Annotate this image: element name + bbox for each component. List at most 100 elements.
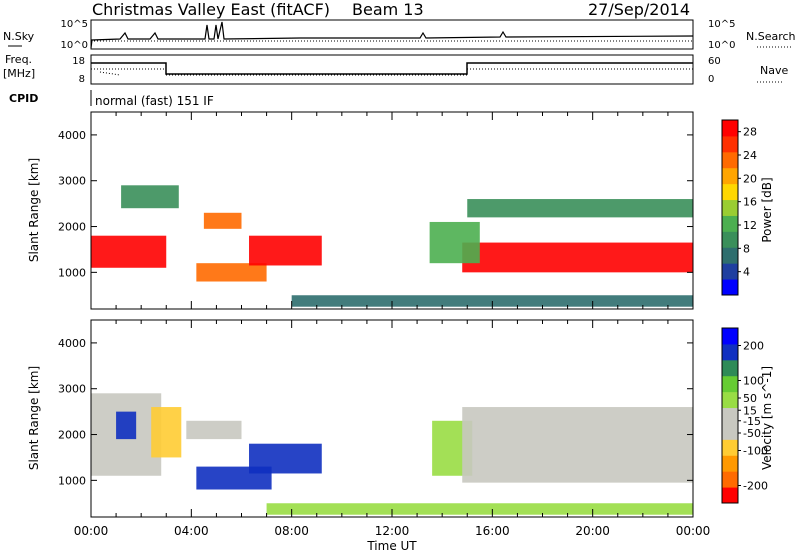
power-colorbar-swatch <box>722 263 738 280</box>
velocity-colorbar-tick-label: 15 <box>743 404 757 417</box>
velocity-panel: 1000 2000 3000 4000 Slant Range [km] 200 100… <box>27 319 774 518</box>
velocity-colorbar-tick-label: -50 <box>743 427 761 440</box>
nsky-label: N.Sky <box>3 30 35 43</box>
power-colorbar-tick-label: 24 <box>743 149 757 162</box>
nsky-panel: N.Sky 10^5 10^0 N.Search 10^5 10^0 <box>3 19 796 51</box>
freq-tick-top: 18 <box>72 56 85 67</box>
velocity-ytick-label: 2000 <box>58 429 86 442</box>
x-axis-label: Time UT <box>366 539 417 553</box>
freq-series <box>91 62 693 75</box>
power-colorbar-swatch <box>722 247 738 264</box>
cpid-label: CPID <box>9 92 38 105</box>
velocity-colorbar-swatch <box>722 375 738 393</box>
velocity-colorbar-tick-label: -100 <box>743 445 768 458</box>
power-colorbar-swatch <box>722 231 738 248</box>
nave-label: Nave <box>760 64 788 77</box>
nsky-tick-top: 10^5 <box>61 19 88 30</box>
velocity-ylabel: Slant Range [km] <box>27 366 41 470</box>
x-tick-label: 08:00 <box>274 524 309 538</box>
power-region <box>91 235 167 268</box>
velocity-colorbar-swatch <box>722 439 738 456</box>
power-colorbar-swatch <box>722 151 738 169</box>
velocity-colorbar-tick-label: -15 <box>743 415 761 428</box>
velocity-colorbar-swatch <box>722 328 738 345</box>
freq-label: Freq. <box>5 53 32 66</box>
x-tick-label: 00:00 <box>676 524 711 538</box>
velocity-colorbar-swatch <box>722 471 738 488</box>
velocity-colorbar-swatch <box>722 487 738 504</box>
power-colorbar-tick-label: 20 <box>743 172 757 185</box>
velocity-colorbar-swatch <box>722 391 738 409</box>
power-panel: 1000 2000 3000 4000 Slant Range [km] 4 8 12 16… <box>27 111 774 310</box>
power-region <box>249 235 322 266</box>
velocity-ytick-label: 3000 <box>58 383 86 396</box>
power-colorbar-tick-label: 4 <box>743 266 750 279</box>
power-colorbar-label: Power [dB] <box>760 177 774 242</box>
power-region <box>121 185 179 209</box>
cpid-panel: CPID normal (fast) 151 IF <box>9 90 214 108</box>
power-region <box>462 242 693 273</box>
velocity-ytick-label: 4000 <box>58 337 86 350</box>
station-title: Christmas Valley East (fitACF) <box>92 0 330 19</box>
velocity-region <box>186 420 242 440</box>
power-ylabel: Slant Range [km] <box>27 158 41 262</box>
power-colorbar-tick-label: 28 <box>743 126 757 139</box>
nave-tick-top: 60 <box>708 56 721 67</box>
x-tick-label: 00:00 <box>74 524 109 538</box>
freq-panel: Freq. [MHz] 18 8 60 0 Nave <box>3 53 788 85</box>
nave-series <box>91 68 693 76</box>
power-colorbar-swatch <box>722 135 738 153</box>
power-region <box>467 199 693 218</box>
velocity-region <box>151 407 182 458</box>
power-region <box>196 263 267 282</box>
velocity-colorbar-tick-label: 200 <box>743 340 764 353</box>
velocity-colorbar-tick-label: 50 <box>743 392 757 405</box>
nsearch-label: N.Search <box>746 30 796 43</box>
power-region <box>429 221 480 264</box>
x-tick-label: 20:00 <box>575 524 610 538</box>
power-ytick-label: 4000 <box>58 129 86 142</box>
beam-label: Beam 13 <box>352 0 424 19</box>
velocity-colorbar-swatch <box>722 407 738 424</box>
nsky-series <box>90 21 694 49</box>
power-ytick-label: 2000 <box>58 221 86 234</box>
x-tick-label: 16:00 <box>475 524 510 538</box>
velocity-ytick-label: 1000 <box>58 474 86 487</box>
velocity-colorbar-tick-label: -200 <box>743 480 768 493</box>
nave-tick-bottom: 0 <box>708 74 714 85</box>
power-colorbar-tick-label: 16 <box>743 196 757 209</box>
nsky-tick-bottom: 10^0 <box>61 40 88 51</box>
velocity-colorbar-swatch <box>722 423 738 440</box>
velocity-colorbar-swatch <box>722 343 738 361</box>
power-colorbar-swatch <box>722 199 738 216</box>
freq-tick-bottom: 8 <box>79 74 85 85</box>
velocity-region <box>462 407 693 483</box>
power-colorbar-swatch <box>722 167 738 185</box>
velocity-region <box>116 411 137 440</box>
cpid-text: normal (fast) 151 IF <box>95 94 214 108</box>
power-colorbar-swatch <box>722 183 738 201</box>
nsearch-tick-top: 10^5 <box>708 19 735 30</box>
power-region <box>291 295 693 307</box>
velocity-region <box>266 503 693 515</box>
power-ytick-label: 3000 <box>58 175 86 188</box>
power-colorbar-swatch <box>722 215 738 232</box>
power-colorbar-swatch <box>722 279 738 296</box>
nsearch-tick-bottom: 10^0 <box>708 40 735 51</box>
power-colorbar-swatch <box>722 120 738 137</box>
velocity-region <box>249 443 322 474</box>
x-tick-label: 04:00 <box>174 524 209 538</box>
velocity-colorbar-tick-label: 100 <box>743 375 764 388</box>
power-colorbar-tick-label: 12 <box>743 219 757 232</box>
velocity-colorbar-frame <box>721 327 739 504</box>
power-region <box>203 212 242 229</box>
freq-unit: [MHz] <box>3 67 35 80</box>
power-colorbar-tick-label: 8 <box>743 242 750 255</box>
velocity-colorbar-label: Velocity [m s^-1] <box>760 366 774 470</box>
date-label: 27/Sep/2014 <box>588 0 690 19</box>
power-ytick-label: 1000 <box>58 266 86 279</box>
velocity-colorbar-swatch <box>722 455 738 472</box>
power-colorbar-frame <box>721 119 739 296</box>
x-tick-label: 12:00 <box>375 524 410 538</box>
